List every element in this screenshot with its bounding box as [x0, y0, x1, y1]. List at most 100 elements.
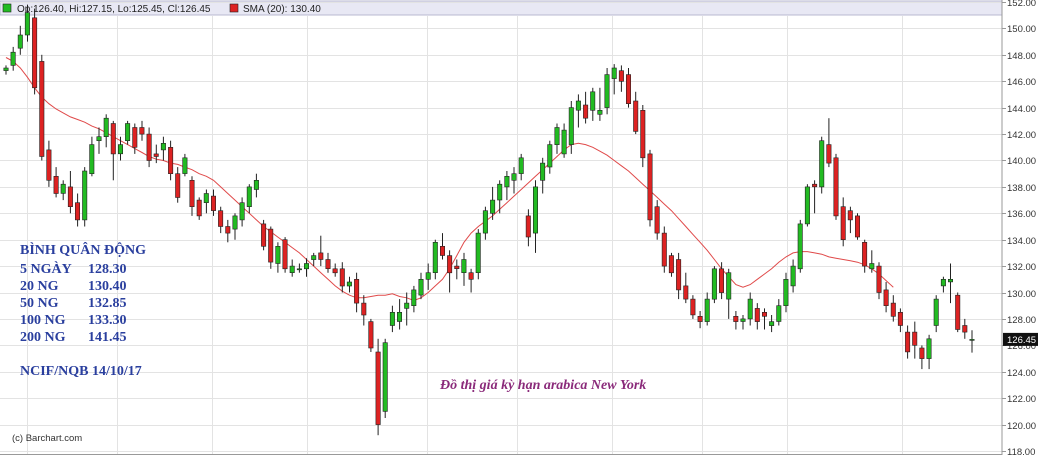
candle-body	[733, 315, 739, 322]
candle	[547, 140, 553, 174]
last-price-box	[1003, 332, 1038, 346]
candle-body	[940, 278, 946, 287]
candle	[704, 292, 710, 326]
candle-body	[32, 17, 38, 89]
candle-body	[182, 157, 188, 174]
candle-body	[797, 223, 803, 270]
y-tick-label: 126.00	[1007, 341, 1036, 352]
candle-body	[511, 173, 517, 181]
candle	[425, 263, 431, 290]
candle-body	[268, 228, 274, 263]
candle-body	[547, 144, 553, 168]
candle-body	[969, 339, 975, 341]
credit-label: (c) Barchart.com	[12, 433, 82, 444]
candle	[797, 219, 803, 273]
candle	[24, 4, 30, 42]
candle	[67, 171, 73, 214]
candle	[890, 295, 896, 322]
candle	[168, 140, 174, 181]
candle	[490, 186, 496, 220]
candle	[75, 193, 81, 227]
candle-body	[919, 347, 925, 359]
candle	[568, 101, 574, 154]
candle-body	[633, 100, 639, 132]
candle	[740, 315, 746, 330]
candle-body	[96, 136, 102, 141]
y-axis: 118.00 120.00 122.00 124.00 126.00 128.00 130.…	[1002, 0, 1038, 458]
candle-body	[153, 153, 159, 157]
ma-row-value: 128.30	[88, 262, 127, 277]
candle	[969, 330, 975, 353]
ma-row-value: 130.40	[88, 279, 127, 294]
y-tick-label: 134.00	[1007, 236, 1036, 247]
candle-body	[862, 242, 868, 267]
candle	[532, 180, 538, 253]
y-tick-label: 130.00	[1007, 289, 1036, 300]
candle-body	[532, 186, 538, 234]
candle	[633, 91, 639, 135]
candle	[60, 180, 66, 201]
candle	[53, 167, 59, 198]
candle	[754, 303, 760, 330]
candle-body	[396, 311, 402, 322]
candle-body	[962, 325, 968, 333]
candle	[854, 213, 860, 240]
candle	[497, 180, 503, 214]
candle-body	[497, 183, 503, 201]
y-tick-label: 118.00	[1007, 447, 1035, 455]
candle-body	[726, 272, 732, 300]
candle-body	[175, 173, 181, 198]
candle-body	[203, 193, 209, 203]
candle	[396, 299, 402, 330]
candle	[318, 235, 324, 267]
candle	[733, 311, 739, 330]
candle	[268, 226, 274, 269]
y-tick-label: 138.00	[1007, 183, 1036, 194]
candle-body	[482, 210, 488, 234]
candle-body	[218, 210, 224, 227]
candle-body	[103, 117, 109, 137]
candle-body	[253, 180, 259, 190]
candle	[962, 318, 968, 339]
candle	[783, 272, 789, 313]
candle-body	[890, 302, 896, 317]
candle	[261, 219, 267, 251]
candle	[833, 153, 839, 220]
candle	[826, 118, 832, 168]
candle-body	[439, 246, 445, 256]
candle	[96, 127, 102, 154]
candle	[418, 272, 424, 300]
candle	[711, 266, 717, 304]
candle-body	[676, 259, 682, 291]
candle	[275, 242, 281, 273]
candle-body	[239, 202, 245, 221]
candle-body	[354, 278, 360, 304]
candle	[239, 197, 245, 227]
candle	[296, 263, 302, 273]
candle-body	[160, 143, 166, 151]
candle-body	[912, 331, 918, 346]
ma-row-label: 5 NGÀY	[20, 260, 72, 277]
candle	[3, 65, 9, 75]
candle-body	[583, 104, 589, 119]
candle-body	[933, 298, 939, 326]
candle	[153, 144, 159, 164]
candle	[339, 262, 345, 293]
candle	[676, 252, 682, 300]
candle-body	[718, 268, 724, 293]
moving-averages-panel: BÌNH QUÂN ĐỘNG 5 NGÀY 128.30 20 NG 130.4…	[20, 241, 146, 379]
candle-body	[840, 206, 846, 240]
candle-body	[597, 110, 603, 115]
ma-row-label: 200 NG	[20, 330, 66, 345]
candle	[468, 268, 474, 293]
candle-body	[754, 308, 760, 322]
candle-body	[575, 100, 581, 111]
candle	[776, 299, 782, 326]
candle-body	[289, 265, 295, 274]
candle	[618, 65, 624, 92]
candle-body	[246, 186, 252, 207]
candle	[146, 127, 152, 168]
y-tick-label: 150.00	[1007, 24, 1036, 35]
candle	[125, 120, 131, 145]
